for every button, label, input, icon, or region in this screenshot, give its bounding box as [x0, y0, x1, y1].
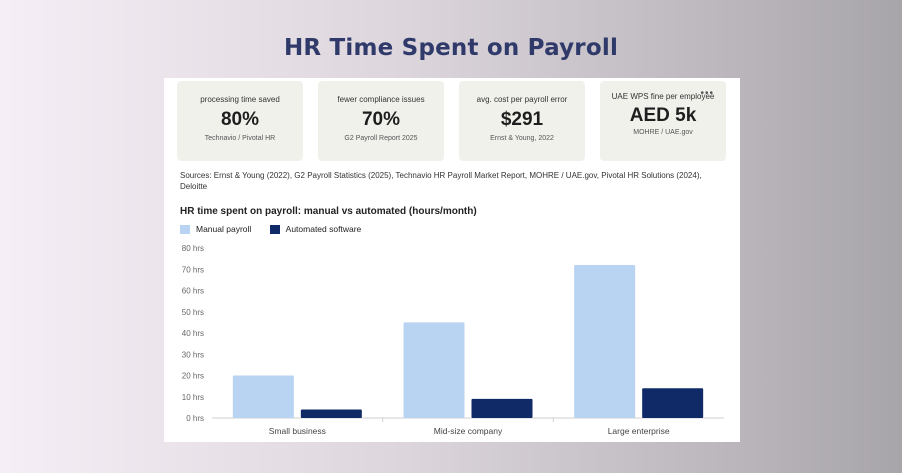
- stat-value: 70%: [361, 109, 401, 130]
- stat-label: UAE WPS fine per employee: [611, 92, 715, 101]
- stat-source: G2 Payroll Report 2025: [344, 135, 418, 142]
- y-tick-label: 0 hrs: [186, 414, 204, 423]
- bar-manual: [403, 322, 465, 418]
- bar-automated: [471, 398, 533, 418]
- legend-label: Automated software: [285, 224, 362, 234]
- page-title: HR Time Spent on Payroll: [283, 35, 619, 61]
- content-panel: processing time saved 80% Technavio / Pi…: [164, 78, 740, 442]
- bar-manual: [232, 375, 294, 418]
- stat-label: processing time saved: [200, 95, 280, 104]
- legend-item-automated[interactable]: Automated software: [269, 224, 362, 234]
- x-tick-label: Mid-size company: [434, 426, 503, 436]
- y-tick-label: 80 hrs: [182, 244, 204, 253]
- legend-swatch-automated: [269, 224, 280, 234]
- bar-automated: [642, 388, 704, 418]
- y-tick-label: 20 hrs: [182, 372, 204, 381]
- x-tick-label: Large enterprise: [608, 426, 670, 436]
- stat-source: MOHRE / UAE.gov: [633, 129, 693, 136]
- y-tick-label: 10 hrs: [182, 393, 204, 402]
- stat-label: fewer compliance issues: [337, 95, 425, 104]
- y-tick-label: 30 hrs: [182, 350, 204, 359]
- bar-chart: 0 hrs 10 hrs 20 hrs 30 hrs 40 hrs 50 hrs 60 hr…: [182, 244, 724, 436]
- stat-label: avg. cost per payroll error: [476, 95, 568, 104]
- y-tick-label: 60 hrs: [182, 287, 204, 296]
- stat-card-wps-fine: ••• UAE WPS fine per employee AED 5k MOH…: [600, 81, 726, 161]
- chart-legend: Manual payroll Automated software: [180, 224, 377, 236]
- stat-source: Technavio / Pivotal HR: [204, 135, 276, 142]
- legend-item-manual[interactable]: Manual payroll: [180, 224, 251, 234]
- stat-value: $291: [500, 109, 544, 130]
- legend-label: Manual payroll: [196, 224, 252, 234]
- stat-value: AED 5k: [629, 105, 697, 126]
- sources-note: Sources: Ernst & Young (2022), G2 Payrol…: [180, 171, 702, 191]
- stat-card-error-cost: avg. cost per payroll error $291 Ernst &…: [459, 81, 585, 161]
- y-tick-label: 40 hrs: [182, 329, 204, 338]
- stat-value: 80%: [220, 109, 260, 130]
- bar-manual: [574, 265, 636, 418]
- more-horizontal-icon[interactable]: •••: [700, 88, 714, 99]
- y-tick-label: 70 hrs: [182, 265, 204, 274]
- x-tick-label: Small business: [269, 426, 326, 436]
- bar-automated: [300, 409, 362, 418]
- stat-source: Ernst & Young, 2022: [490, 135, 554, 142]
- y-tick-label: 50 hrs: [182, 308, 204, 317]
- stat-card-time-saved: processing time saved 80% Technavio / Pi…: [177, 81, 303, 161]
- stat-card-compliance: fewer compliance issues 70% G2 Payroll R…: [318, 81, 444, 161]
- chart-title: HR time spent on payroll: manual vs auto…: [180, 206, 477, 217]
- legend-swatch-manual: [180, 224, 190, 234]
